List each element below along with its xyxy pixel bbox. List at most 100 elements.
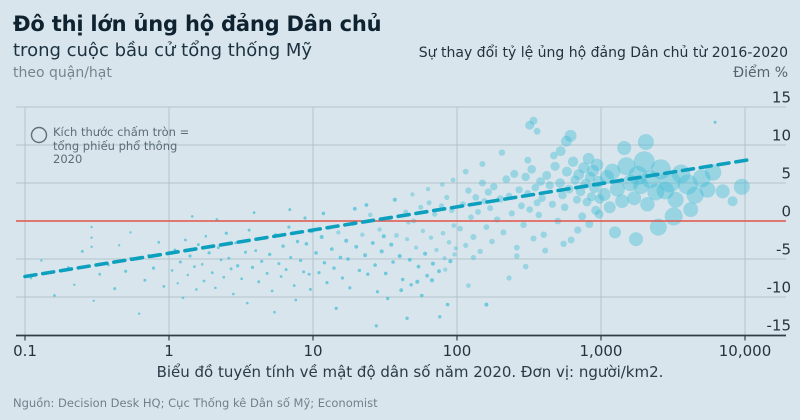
data-bubble (113, 287, 117, 291)
data-bubble (247, 228, 251, 232)
data-bubble (303, 216, 307, 220)
data-bubble (578, 162, 590, 174)
data-bubble (637, 134, 654, 150)
data-bubble (250, 265, 255, 269)
data-bubble (597, 187, 611, 201)
data-bubble (484, 302, 489, 307)
x-tick-label: 1,000 (580, 342, 623, 360)
data-bubble (151, 266, 156, 270)
data-bubble (363, 253, 367, 258)
data-bubble (667, 191, 684, 208)
data-bubble (196, 243, 200, 247)
data-bubble (555, 178, 565, 188)
trend-line (23, 157, 753, 279)
y-tick-label: -10 (767, 279, 792, 297)
y-tick-label: 10 (772, 127, 791, 145)
data-bubble (317, 271, 321, 275)
data-bubble (420, 228, 426, 234)
data-bubble (457, 225, 463, 232)
bubble-size-legend: Kích thước chấm tròn = tổng phiếu phổ th… (30, 125, 190, 167)
data-bubble (229, 267, 233, 271)
data-bubble (357, 268, 362, 273)
data-bubble (236, 264, 240, 268)
data-bubble (466, 283, 471, 288)
data-bubble (307, 272, 311, 276)
data-bubble (479, 161, 486, 167)
data-bubble (195, 288, 198, 291)
data-bubble (487, 205, 494, 212)
data-bubble (530, 235, 537, 242)
data-bubble (570, 175, 580, 185)
data-bubble (686, 186, 704, 204)
data-bubble (281, 244, 285, 248)
data-bubble (633, 178, 650, 194)
data-bubble (609, 226, 621, 239)
data-bubble (348, 286, 352, 290)
data-bubble (162, 285, 166, 288)
data-bubble (489, 238, 495, 245)
data-bubble (334, 306, 338, 310)
x-tick-label: 0.1 (13, 342, 37, 360)
data-bubble (594, 209, 604, 219)
data-bubble (484, 188, 492, 196)
data-bubble (405, 316, 409, 320)
data-bubble (394, 233, 399, 238)
data-bubble (582, 197, 592, 207)
y-tick-label: 5 (781, 165, 791, 183)
data-bubble (692, 169, 711, 188)
data-bubble (418, 204, 424, 210)
data-bubble (288, 208, 292, 212)
data-bubble (383, 271, 388, 276)
data-bubble (420, 293, 424, 298)
data-bubble (200, 263, 204, 266)
data-bubble (294, 298, 298, 302)
data-bubble (252, 211, 256, 215)
data-bubble (448, 259, 453, 264)
data-bubble (529, 116, 538, 125)
data-bubble (561, 166, 572, 177)
data-bubble (279, 275, 283, 278)
data-bubble (157, 240, 161, 244)
data-bubble (526, 206, 533, 213)
data-bubble (531, 183, 540, 192)
data-bubble (584, 171, 596, 183)
data-bubble (268, 252, 272, 257)
data-bubble (677, 174, 698, 195)
data-bubble (615, 194, 629, 208)
data-bubble (370, 241, 375, 245)
data-bubble (246, 301, 249, 305)
data-bubble (193, 265, 196, 268)
data-bubble (210, 271, 214, 275)
data-bubble (202, 279, 206, 283)
data-bubble (465, 187, 472, 194)
data-bubble (727, 196, 738, 207)
page-subtitle: trong cuộc bầu cử tổng thống Mỹ (13, 40, 313, 61)
data-bubble (446, 240, 452, 245)
data-bubble (407, 257, 412, 262)
data-bubble (567, 236, 575, 244)
data-bubble (386, 296, 390, 301)
x-axis-caption: Biểu đồ tuyến tính về mật độ dân số năm … (156, 363, 664, 381)
data-bubble (295, 239, 300, 244)
data-bubble (500, 229, 507, 236)
data-bubble (425, 186, 431, 192)
data-bubble (633, 151, 655, 173)
data-bubble (542, 247, 549, 254)
data-bubble (338, 255, 343, 260)
data-bubble (98, 272, 102, 276)
y-tick-label: -5 (776, 241, 791, 259)
data-bubble (270, 289, 274, 293)
data-bubble (502, 175, 511, 184)
data-bubble (332, 266, 336, 270)
data-bubble (540, 231, 547, 238)
data-bubble (713, 120, 717, 124)
data-bubble (609, 181, 625, 197)
data-bubble (176, 282, 179, 285)
data-bubble (426, 200, 432, 206)
data-bubble (572, 195, 581, 204)
legend-text: Kích thước chấm tròn = tổng phiếu phổ th… (53, 125, 189, 167)
data-bubble (475, 209, 481, 215)
data-bubble (368, 212, 373, 218)
data-bubble (137, 312, 141, 315)
data-bubble (574, 226, 582, 234)
